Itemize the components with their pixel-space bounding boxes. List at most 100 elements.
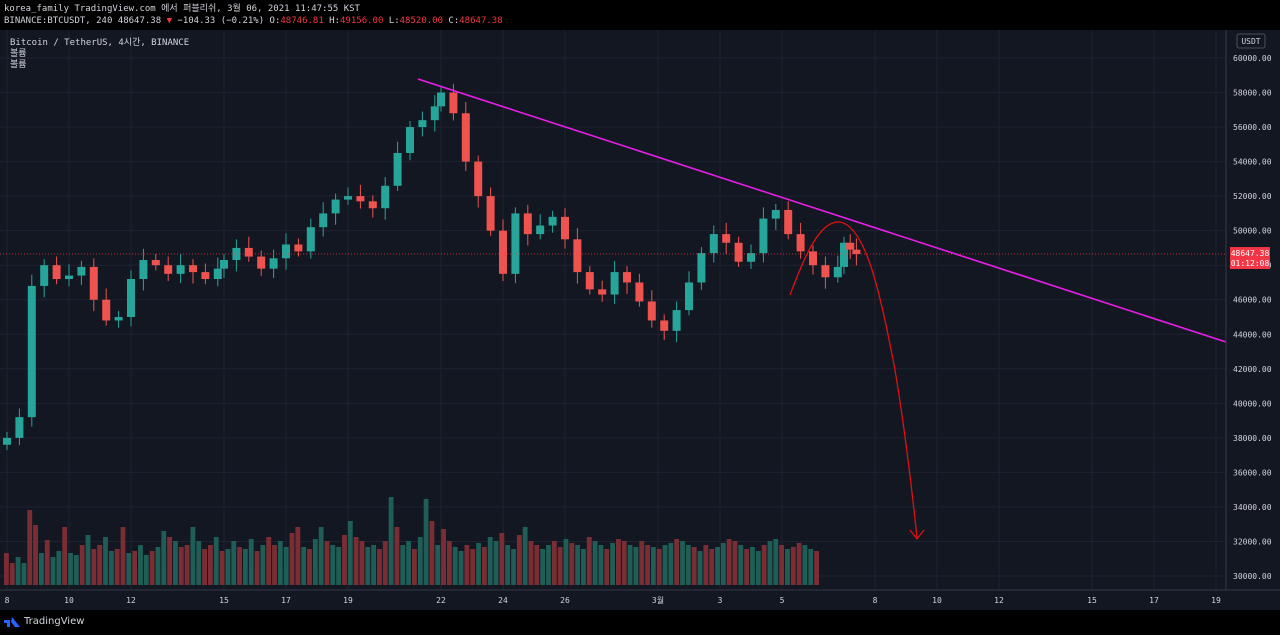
volume-bar: [423, 499, 429, 585]
volume-bar: [546, 545, 551, 585]
price-tick-label: 58000.00: [1233, 89, 1272, 98]
volume-bar: [726, 539, 732, 585]
volume-bar: [15, 557, 21, 585]
volume-bar: [586, 537, 592, 585]
volume-bar: [516, 535, 522, 585]
volume-bar: [242, 549, 248, 585]
volume-bar: [697, 551, 703, 585]
volume-bar: [371, 545, 377, 585]
price-tick-label: 60000.00: [1233, 54, 1272, 63]
volume-bar: [785, 549, 790, 585]
volume-bar: [557, 547, 563, 585]
time-axis: 8 10 12 15 17 19 22 24 26 3월 3 5 8 10 12 15 17 19: [5, 595, 1221, 605]
candle-body: [759, 218, 768, 254]
volume-bar: [575, 545, 581, 585]
price-tick-label: 40000.00: [1233, 399, 1272, 408]
time-tick-label: 12: [994, 596, 1004, 605]
candle-body: [319, 213, 328, 228]
candle-body: [15, 417, 24, 438]
time-tick-label: 24: [498, 596, 508, 605]
time-tick-label: 3월: [652, 595, 664, 605]
price-tick-label: 50000.00: [1233, 227, 1272, 236]
candle-body: [846, 242, 855, 250]
volume-bar: [528, 541, 534, 585]
volume-bar: [551, 541, 557, 585]
price-chart[interactable]: 60000.00 58000.00 56000.00 54000.00 52000.00…: [0, 30, 1280, 610]
time-tick-label: 5: [780, 596, 785, 605]
tradingview-logo-icon: [4, 616, 20, 627]
volume-bar: [802, 545, 808, 585]
volume-bar: [266, 537, 272, 585]
time-tick-label: 15: [219, 596, 229, 605]
volume-bar: [511, 549, 516, 585]
volume-bar: [347, 521, 353, 585]
volume-bar: [97, 545, 103, 585]
volume-bar: [324, 541, 330, 585]
candle-body: [52, 265, 61, 280]
volume-bar: [359, 541, 365, 585]
volume-bar: [353, 537, 359, 585]
volume-bar: [464, 545, 470, 585]
volume-bar: [248, 539, 254, 585]
volume-bar: [773, 539, 779, 585]
price-tick-label: 34000.00: [1233, 503, 1272, 512]
candle-body: [102, 299, 111, 321]
publish-info: korea_family TradingView.com 에서 퍼블리쉬, 3월…: [4, 4, 360, 14]
price-axis-bg: [1226, 30, 1280, 590]
candle-body: [294, 244, 303, 252]
volume-bar: [680, 541, 685, 585]
candle-body: [734, 242, 743, 262]
volume-bar: [289, 533, 295, 585]
price-tick-label: 44000.00: [1233, 330, 1272, 339]
symbol-title: Bitcoin / TetherUS, 4시간, BINANCE: [10, 38, 190, 48]
candle-body: [796, 234, 805, 252]
volume-bar: [62, 527, 68, 585]
volume-bars: [4, 497, 819, 585]
volume-bar: [382, 541, 388, 585]
volume-bar: [738, 545, 744, 585]
volume-bar: [441, 529, 446, 585]
candle-body: [548, 216, 557, 226]
candle-body: [331, 199, 340, 214]
volume-bar: [91, 549, 97, 585]
high-value: 49156.00: [340, 16, 384, 26]
time-tick-label: 17: [281, 596, 291, 605]
volume-bar: [633, 547, 639, 585]
candle-body: [114, 317, 123, 321]
candle-body: [499, 230, 507, 274]
volume-bar: [56, 551, 62, 585]
volume-bar: [44, 540, 50, 585]
volume-bar: [38, 553, 44, 585]
volume-bar: [534, 545, 540, 585]
volume-bar: [277, 541, 283, 585]
symbol-interval: BINANCE:BTCUSDT, 240: [4, 16, 113, 26]
candle-body: [536, 225, 545, 235]
volume-bar: [388, 497, 394, 585]
candle-body: [598, 289, 607, 295]
volume-legend-1: 볼륨: [10, 49, 27, 59]
candle-body: [672, 310, 681, 331]
volume-bar: [650, 547, 656, 585]
chart-grid: [0, 30, 1226, 590]
volume-bar: [225, 549, 231, 585]
volume-bar: [470, 549, 476, 585]
volume-bar: [27, 510, 33, 585]
volume-bar: [85, 535, 91, 585]
volume-bar: [685, 545, 691, 585]
volume-bar: [196, 541, 202, 585]
volume-bar: [219, 551, 225, 585]
candle-body: [771, 209, 780, 219]
volume-bar: [744, 549, 750, 585]
volume-bar: [592, 541, 598, 585]
tradingview-logo[interactable]: TradingView: [4, 616, 84, 627]
volume-bar: [184, 545, 190, 585]
candle-body: [40, 265, 49, 286]
volume-bar: [161, 531, 167, 585]
price-tick-label: 52000.00: [1233, 192, 1272, 201]
price-tick-label: 46000.00: [1233, 296, 1272, 305]
volume-bar: [581, 549, 586, 585]
volume-bar: [569, 543, 575, 585]
volume-bar: [167, 537, 173, 585]
brand-name: TradingView: [24, 616, 85, 627]
volume-bar: [598, 545, 604, 585]
